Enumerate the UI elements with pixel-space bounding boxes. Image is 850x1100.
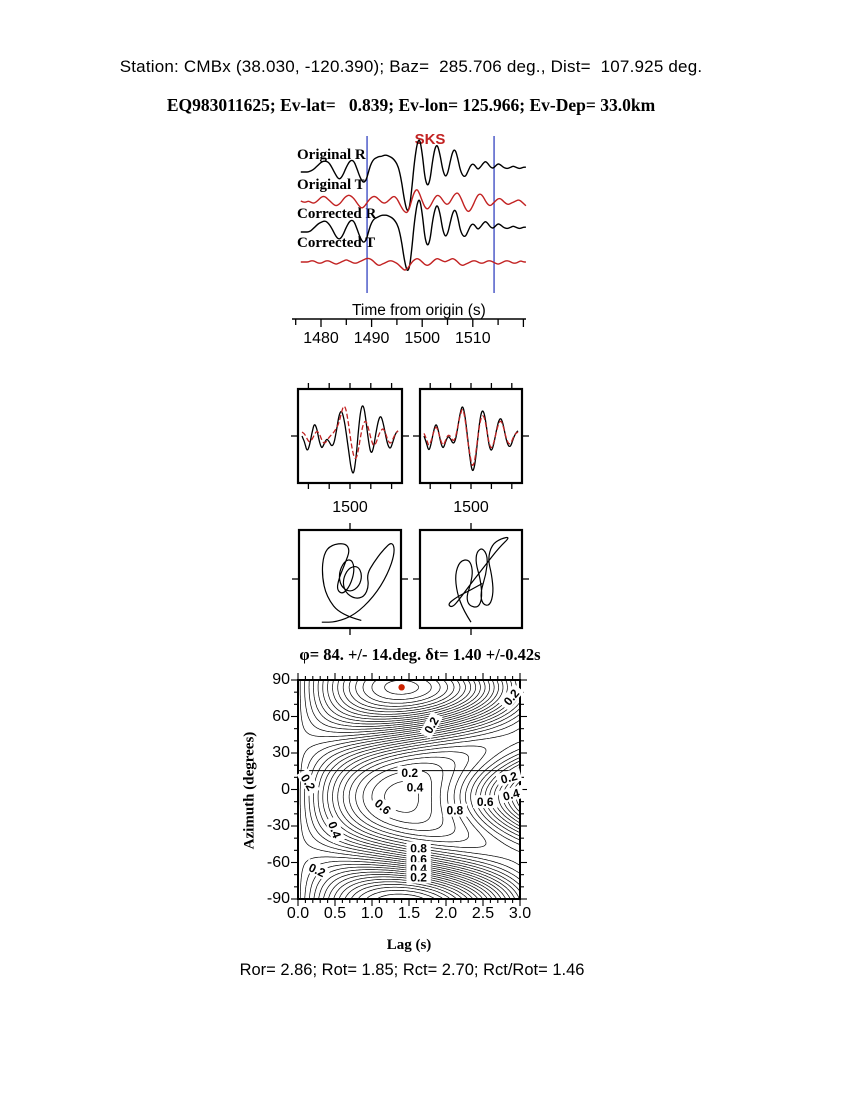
contour-group xyxy=(298,680,520,899)
contour-title: φ= 84. +/- 14.deg. δt= 1.40 +/-0.42s xyxy=(299,645,541,664)
time-tick-label: 1500 xyxy=(404,330,440,347)
header-line2: EQ983011625; Ev-lat= 0.839; Ev-lon= 125.… xyxy=(166,95,656,115)
contour-label-group: 0.2 xyxy=(303,858,332,881)
window-tick-label: 1500 xyxy=(453,499,489,516)
best-solution-dot xyxy=(398,684,405,691)
contour-xtick-label: 0.5 xyxy=(323,905,347,922)
waveform-trace-1 xyxy=(300,189,527,214)
contour-ytick-label: 90 xyxy=(272,671,290,688)
window-tick-label: 1500 xyxy=(332,499,368,516)
trace-label-corrected-t: Corrected T xyxy=(297,235,376,251)
contour-xtick-label: 0.0 xyxy=(286,905,310,922)
contour-label-group: 0.8 xyxy=(442,803,468,818)
waveform-trace-2 xyxy=(300,199,526,271)
contour-level-line xyxy=(362,680,441,899)
contour-label-bg xyxy=(442,803,468,817)
contour-ytick-label: -30 xyxy=(266,817,290,834)
window-panel-box xyxy=(418,387,524,485)
contour-label-text: 0.6 xyxy=(477,795,494,809)
window-trace xyxy=(301,405,399,474)
contour-label-text: 0.4 xyxy=(325,820,344,841)
particle-motion-curve xyxy=(448,536,509,623)
contour-xtick-label: 1.0 xyxy=(360,905,384,922)
contour-label-bg xyxy=(473,795,498,809)
contour-level-line xyxy=(322,680,481,899)
time-tick-label: 1490 xyxy=(353,330,390,347)
window-trace xyxy=(301,405,399,459)
contour-label-group: 0.2 xyxy=(495,767,523,787)
contour-level-line xyxy=(332,719,520,874)
contour-level-line xyxy=(355,680,448,899)
contour-xtick-label: 2.5 xyxy=(471,905,495,922)
contour-ytick-label: 60 xyxy=(272,707,290,725)
contour-label-text: 0.2 xyxy=(499,769,519,787)
contour-label-text: 0.8 xyxy=(447,804,464,818)
contour-label-bg xyxy=(397,765,422,779)
header-line1: Station: CMBx (38.030, -120.390); Baz= 2… xyxy=(119,57,703,76)
contour-label-text: 0.4 xyxy=(407,781,424,795)
contour-level-line xyxy=(342,745,487,848)
particle-motion-curve xyxy=(321,543,395,623)
contour-label-text: 0.2 xyxy=(410,871,427,885)
trace-label-original-t: Original T xyxy=(297,177,365,193)
contour-label-bg xyxy=(406,841,431,855)
phase-label: SKS xyxy=(414,131,446,148)
contour-label-bg xyxy=(498,683,524,711)
contour-label-bg xyxy=(406,870,431,884)
contour-label-bg xyxy=(419,711,443,739)
contour-level-line xyxy=(332,680,472,899)
particle-panel-box xyxy=(297,528,403,630)
contour-label-text: 0.2 xyxy=(401,766,418,780)
contour-ytick-label: 30 xyxy=(272,744,290,761)
contour-label-group: 0.4 xyxy=(402,780,428,795)
contour-label-group: 0.2 xyxy=(397,765,422,780)
time-axis-label: Time from origin (s) xyxy=(352,302,486,319)
trace-label-original-r: Original R xyxy=(297,147,366,163)
contour-xtick-label: 2.0 xyxy=(434,905,458,922)
waveform-trace-3 xyxy=(300,257,526,271)
contour-level-line xyxy=(337,727,520,866)
contour-level-line xyxy=(371,680,432,899)
contour-label-bg xyxy=(324,815,346,844)
contour-label-bg xyxy=(369,793,397,820)
footer-summary: Ror= 2.86; Rot= 1.85; Rct= 2.70; Rct/Rot… xyxy=(239,961,585,979)
contour-label-group: 0.2 xyxy=(406,870,431,885)
contour-label-bg xyxy=(303,858,332,881)
contour-label-bg xyxy=(497,784,525,804)
contour-xlabel: Lag (s) xyxy=(386,937,432,953)
contour-label-bg xyxy=(296,768,321,797)
trace-label-corrected-r: Corrected R xyxy=(297,206,377,222)
contour-level-line xyxy=(342,680,461,899)
contour-label-group: 0.8 xyxy=(406,841,431,855)
waveform-trace-0 xyxy=(300,139,526,211)
contour-label-group: 0.4 xyxy=(497,784,525,804)
contour-label-group: 0.4 xyxy=(324,815,346,844)
contour-label-bg xyxy=(402,780,428,794)
time-tick-label: 1510 xyxy=(455,330,491,347)
contour-xtick-label: 3.0 xyxy=(508,905,532,922)
contour-label-text: 0.2 xyxy=(307,860,328,880)
contour-label-text: 0.8 xyxy=(410,841,427,855)
contour-label-group: 0.6 xyxy=(473,795,498,809)
contour-ytick-label: 0 xyxy=(281,780,290,798)
contour-ytick-label: -60 xyxy=(266,853,290,871)
contour-xtick-label: 1.5 xyxy=(397,905,421,922)
contour-label-text: 0.4 xyxy=(501,786,521,804)
contour-label-group: 0.6 xyxy=(369,793,397,820)
contour-label-bg xyxy=(495,767,523,787)
contour-label-group: 0.2 xyxy=(296,768,321,797)
time-tick-label: 1480 xyxy=(303,330,339,347)
window-trace xyxy=(423,409,519,466)
contour-ytick-label: -90 xyxy=(266,890,290,907)
contour-level-line xyxy=(348,680,455,899)
contour-level-line xyxy=(355,756,456,837)
